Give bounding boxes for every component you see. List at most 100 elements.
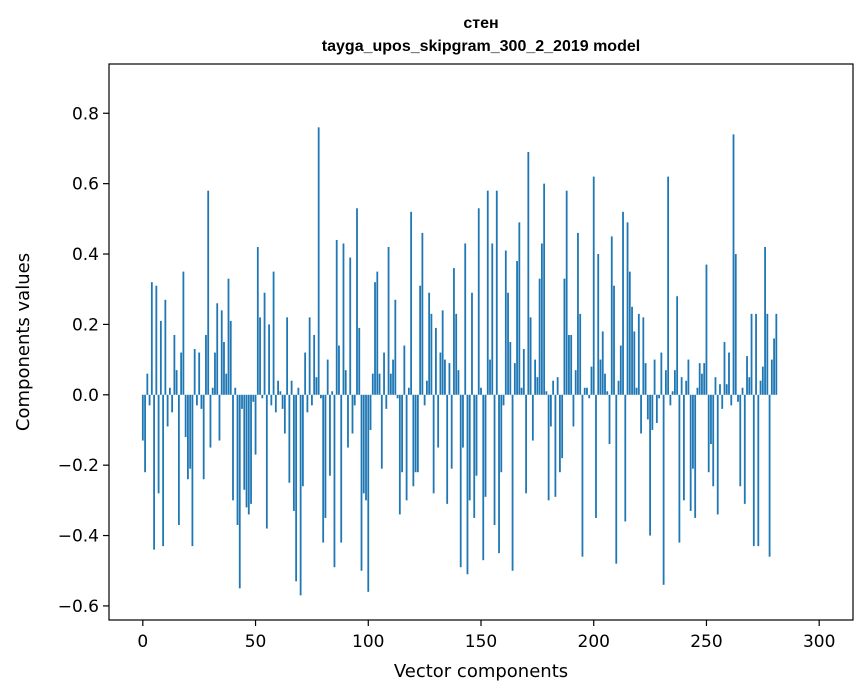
bar <box>308 317 311 395</box>
bar <box>457 370 460 395</box>
bar <box>166 394 169 427</box>
bar <box>748 377 751 395</box>
bar <box>574 370 577 395</box>
bar <box>721 394 724 409</box>
bar <box>159 320 162 395</box>
bar <box>306 394 309 413</box>
bar <box>761 366 764 395</box>
bar <box>725 384 728 395</box>
y-tick-label: 0.0 <box>72 386 99 406</box>
bar <box>676 296 679 395</box>
bar <box>601 331 604 395</box>
bar <box>739 394 742 487</box>
bar <box>710 394 712 445</box>
bar <box>277 380 279 395</box>
bar <box>241 394 243 409</box>
bar <box>746 356 748 395</box>
bar <box>304 352 307 395</box>
bar <box>439 352 442 395</box>
bar <box>649 394 651 536</box>
bar <box>146 373 149 395</box>
bar <box>286 317 289 395</box>
bar <box>525 394 527 494</box>
bar <box>326 359 329 395</box>
bar <box>157 394 160 494</box>
bar <box>164 299 167 395</box>
bar <box>536 377 539 395</box>
bar <box>680 377 683 395</box>
bar <box>716 394 719 515</box>
bar <box>579 313 582 395</box>
bar <box>773 338 775 395</box>
bar <box>177 394 180 525</box>
bar <box>376 271 379 395</box>
bar <box>414 394 417 473</box>
bar <box>741 387 744 395</box>
bar <box>635 387 638 395</box>
bar <box>356 208 358 395</box>
bar <box>678 394 681 543</box>
chart-subtitle: tayga_upos_skipgram_300_2_2019 model <box>322 38 640 55</box>
bar <box>766 313 769 395</box>
bar <box>489 359 491 395</box>
bar <box>509 342 512 395</box>
bar <box>444 359 446 395</box>
bar <box>446 394 449 504</box>
bar <box>565 190 568 395</box>
bar <box>554 394 557 497</box>
bar <box>148 394 151 406</box>
bar <box>755 313 757 395</box>
bar <box>173 334 176 395</box>
bar <box>518 222 521 395</box>
bar <box>626 222 629 395</box>
bar <box>669 394 672 406</box>
bar <box>615 394 618 564</box>
bar <box>389 373 392 395</box>
bar <box>660 352 663 395</box>
bar <box>198 352 201 395</box>
bar <box>552 380 555 395</box>
bar <box>692 394 694 469</box>
bar <box>416 394 419 473</box>
bar <box>685 380 688 395</box>
bar <box>335 239 338 395</box>
bar <box>216 303 219 395</box>
bar <box>764 246 766 395</box>
bar <box>238 394 241 589</box>
bar <box>441 310 444 395</box>
bar <box>358 327 361 395</box>
bar <box>651 394 654 430</box>
bar <box>279 391 282 395</box>
bar <box>619 345 622 395</box>
bar <box>301 394 304 487</box>
bar <box>707 394 710 473</box>
bar <box>493 394 496 525</box>
y-tick-label: 0.2 <box>72 315 99 335</box>
bar <box>662 394 665 585</box>
bar <box>162 394 165 547</box>
x-tick-label: 50 <box>245 632 267 652</box>
bar <box>644 363 647 395</box>
x-tick-label: 200 <box>578 632 610 652</box>
bar <box>250 394 252 504</box>
bar <box>270 394 273 406</box>
bar <box>410 211 413 395</box>
bar <box>252 394 255 402</box>
y-tick-label: −0.2 <box>58 456 99 476</box>
bar <box>283 394 286 434</box>
y-axis-label: Components values <box>13 253 34 431</box>
bar <box>331 391 334 395</box>
bar <box>274 394 277 413</box>
bar <box>448 363 451 395</box>
bar <box>232 394 234 501</box>
bar <box>428 292 431 395</box>
bar <box>380 394 383 469</box>
bar <box>642 317 645 395</box>
bar <box>590 366 593 395</box>
bar <box>184 394 187 438</box>
bar <box>405 394 408 501</box>
x-tick-label: 100 <box>352 632 384 652</box>
bar <box>473 394 476 518</box>
bar <box>730 394 733 406</box>
bar <box>462 394 464 448</box>
